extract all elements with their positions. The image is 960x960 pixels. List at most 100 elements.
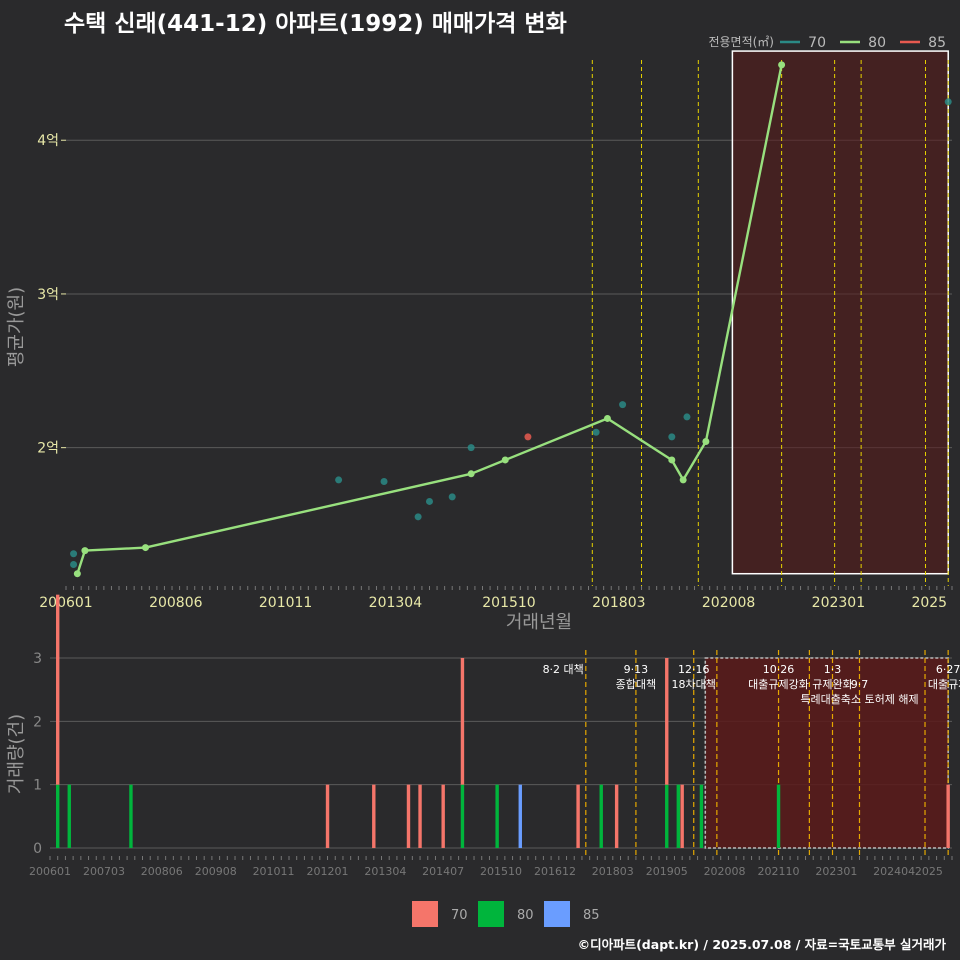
price-line-point — [668, 456, 676, 464]
volume-x-tick-label: 201407 — [422, 865, 464, 878]
price-scatter-point — [448, 493, 456, 501]
volume-x-tick-label: 202404 — [873, 865, 915, 878]
price-x-tick-label: 200806 — [149, 595, 203, 611]
price-x-tick-label: 202301 — [812, 595, 865, 611]
volume-bar — [599, 784, 603, 848]
price-x-tick-label: 200601 — [39, 595, 92, 611]
volume-policy-annotation: 18차대책 — [672, 678, 716, 691]
volume-x-tick-label: 200601 — [29, 865, 71, 878]
volume-bar — [325, 784, 330, 848]
volume-legend-swatch — [478, 901, 504, 927]
price-line-point — [81, 547, 89, 555]
price-legend-label: 70 — [808, 35, 826, 51]
price-line-80 — [76, 64, 783, 575]
volume-x-tick-label: 202008 — [704, 865, 746, 878]
volume-policy-annotation: 특례대출축소 토허제 해제 — [800, 692, 918, 706]
volume-highlight-box — [704, 657, 949, 849]
volume-legend-swatch — [412, 901, 438, 927]
volume-x-tick-label: 200806 — [141, 865, 183, 878]
volume-x-tick-label: 201304 — [364, 865, 406, 878]
volume-x-tick-label: 2025 — [915, 865, 943, 878]
price-line-point — [702, 438, 710, 446]
volume-y-tick-label: 0 — [33, 841, 42, 857]
volume-x-tick-label: 200703 — [83, 865, 125, 878]
price-scatter-point — [668, 433, 676, 441]
volume-bar — [614, 784, 619, 848]
volume-policy-annotation: 종합대책 — [616, 678, 656, 691]
volume-policy-annotation: 1·3 — [824, 663, 842, 676]
price-scatter-point — [70, 550, 78, 558]
price-scatter-point — [524, 433, 532, 441]
volume-bar — [495, 784, 499, 848]
volume-y-axis-title: 거래량(건) — [6, 714, 27, 794]
price-y-axis-title: 평균가(원) — [6, 287, 27, 367]
price-line-point — [603, 414, 611, 422]
price-x-axis-title: 거래년월 — [506, 612, 572, 633]
price-legend-title: 전용면적(㎡) — [708, 35, 774, 49]
price-scatter-point — [592, 428, 600, 436]
volume-x-tick-label: 201905 — [646, 865, 688, 878]
volume-policy-annotation: 12·16 — [678, 663, 710, 676]
price-y-tick-label: 2억 — [37, 441, 59, 457]
volume-y-tick-label: 2 — [33, 714, 42, 730]
price-scatter-point — [683, 413, 691, 421]
price-x-tick-label: 201304 — [369, 595, 423, 611]
price-scatter-point — [944, 98, 952, 106]
volume-bar — [418, 784, 422, 848]
price-line-point — [778, 61, 786, 69]
price-line-point — [73, 570, 81, 578]
price-scatter-point — [619, 401, 627, 409]
volume-bar — [676, 784, 681, 848]
price-x-tick-label: 201803 — [592, 595, 645, 611]
volume-bar — [460, 658, 465, 785]
volume-bar — [460, 784, 465, 848]
volume-policy-annotation: 규제완화 — [812, 678, 852, 691]
volume-x-tick-label: 201510 — [480, 865, 522, 878]
volume-x-tick-label: 201011 — [253, 865, 295, 878]
price-line-point — [501, 456, 509, 464]
volume-bar — [56, 784, 60, 848]
volume-x-tick-label: 202301 — [815, 865, 857, 878]
volume-policy-annotation: 대출규제 — [928, 678, 960, 691]
price-line-point — [142, 544, 150, 552]
volume-bar — [441, 784, 445, 848]
chart-title: 수택 신래(441-12) 아파트(1992) 매매가격 변화 — [64, 11, 567, 37]
volume-bar — [776, 784, 781, 848]
price-scatter-point — [414, 513, 422, 521]
volume-legend-label: 70 — [451, 908, 468, 923]
volume-y-tick-label: 1 — [33, 778, 42, 794]
volume-bar — [576, 784, 580, 848]
price-x-tick-label: 201510 — [482, 595, 535, 611]
volume-policy-annotation: 대출규제강화 — [748, 678, 809, 691]
volume-bar — [406, 784, 411, 848]
price-scatter-point — [467, 444, 475, 452]
price-scatter-point — [335, 476, 343, 484]
volume-policy-annotation: 9·7 — [851, 678, 869, 691]
volume-bar — [67, 784, 71, 848]
volume-policy-annotation: 6·27 — [936, 663, 960, 676]
volume-x-tick-label: 201201 — [307, 865, 349, 878]
price-scatter-point — [425, 497, 433, 505]
volume-x-tick-label: 201612 — [534, 865, 576, 878]
volume-legend-label: 85 — [583, 908, 600, 923]
volume-bar — [518, 784, 522, 848]
price-line-point — [467, 470, 475, 478]
volume-bar — [946, 784, 950, 848]
volume-policy-annotation: 9·13 — [624, 663, 649, 676]
price-x-tick-label: 201011 — [259, 595, 312, 611]
volume-legend-swatch — [544, 901, 570, 927]
price-y-tick-label: 3억 — [37, 287, 59, 303]
price-x-tick-label: 202008 — [702, 595, 755, 611]
volume-x-tick-label: 201803 — [592, 865, 634, 878]
volume-legend-label: 80 — [517, 908, 534, 923]
price-highlight-box — [731, 50, 949, 575]
volume-policy-annotation: 8·2 대책 — [543, 663, 584, 676]
price-scatter-point — [70, 560, 78, 568]
volume-bar — [129, 784, 133, 848]
price-x-tick-label: 2025 — [911, 595, 947, 611]
volume-bar — [665, 658, 669, 785]
volume-bar — [665, 784, 669, 848]
volume-bar — [699, 784, 704, 848]
